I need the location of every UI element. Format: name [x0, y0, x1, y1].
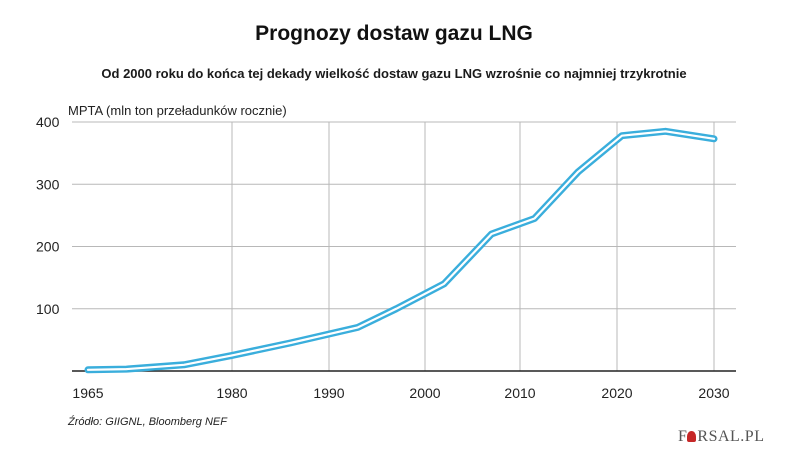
logo-mark-icon — [687, 431, 697, 442]
chart-subtitle: Od 2000 roku do końca tej dekady wielkoś… — [101, 66, 687, 81]
x-tick-label: 1980 — [216, 385, 247, 401]
y-tick-label: 100 — [36, 301, 60, 317]
logo-rest: RSAL.PL — [697, 428, 765, 445]
series-line — [84, 127, 718, 374]
x-tick-label: 2010 — [504, 385, 535, 401]
y-tick-label: 300 — [36, 176, 60, 192]
x-tick-label: 2030 — [698, 385, 729, 401]
y-tick-label: 200 — [36, 239, 60, 255]
forsal-logo: F RSAL.PL — [678, 428, 764, 446]
y-axis-label: MPTA (mln ton przeładunków rocznie) — [68, 103, 287, 118]
x-tick-label: 1990 — [313, 385, 344, 401]
y-tick-label: 400 — [36, 114, 60, 130]
x-tick-label: 2020 — [601, 385, 632, 401]
source-note: Źródło: GIIGNL, Bloomberg NEF — [68, 416, 227, 428]
x-tick-label: 2000 — [409, 385, 440, 401]
chart-title: Prognozy dostaw gazu LNG — [255, 22, 533, 45]
x-tick-label: 1965 — [72, 385, 103, 401]
logo-prefix: F — [678, 428, 688, 445]
series-line-core — [86, 130, 716, 371]
